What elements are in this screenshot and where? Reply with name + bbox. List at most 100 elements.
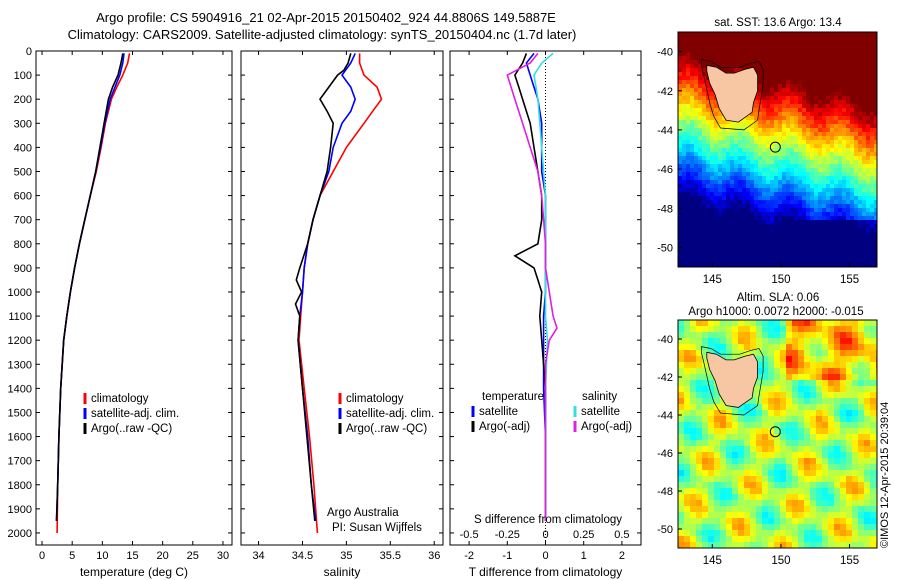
sst_map-cell [698,224,702,228]
sla_map-cell [690,530,696,536]
sst_map-cell [810,56,814,60]
sla_map-cell [864,392,870,398]
sla_map-cell [858,536,864,542]
sla_map-cell [684,512,690,518]
sst_map-cell [850,52,854,56]
sst_map-cell [846,172,850,176]
sla_map-cell [750,452,756,458]
sst_map-cell [730,256,734,260]
sst_map-cell [694,68,698,72]
sla_map-cell [786,494,792,500]
sst_map-cell [718,136,722,140]
sst_map-cell [750,164,754,168]
sst_map-cell [814,36,818,40]
sst_map-cell [866,176,870,180]
sla_map-cell [828,440,834,446]
sla_map-cell [744,488,750,494]
sla_map-cell [750,434,756,440]
sst_map-cell [778,228,782,232]
sst_map-cell [738,164,742,168]
sst_map-cell [814,112,818,116]
sst_map-cell [790,232,794,236]
sst_map-cell [870,164,874,168]
sst_map-cell [814,160,818,164]
sst_map-cell [754,104,758,108]
temperature_profile-ytick-label: 1400 [8,383,32,395]
sst_map-cell [830,208,834,212]
sst_map-cell [746,216,750,220]
sst_map-cell [850,96,854,100]
sla_map-cell [768,452,774,458]
sst_map-cell [734,136,738,140]
sst_map-cell [690,148,694,152]
sst_map-cell [838,180,842,184]
sst_map-cell [702,100,706,104]
sla_map-cell [702,332,708,338]
sla_map-cell [690,512,696,518]
sst_map-cell [842,48,846,52]
sla_map-cell [822,422,828,428]
sst_map-cell [838,64,842,68]
sst_map-cell [838,124,842,128]
sst_map-cell [810,184,814,188]
sst_map-cell [762,152,766,156]
sst_map-cell [766,204,770,208]
sst_map-cell [738,132,742,136]
sst_map-cell [718,152,722,156]
sst_map-cell [818,244,822,248]
sla_map-cell [696,404,702,410]
sst_map-cell [678,236,682,240]
sst_map-cell [682,188,686,192]
sst_map-cell [826,204,830,208]
sla_map-cell [870,428,876,434]
sst_map-cell [762,208,766,212]
sst_map-cell [814,40,818,44]
sst_map-cell [778,68,782,72]
sla_map-cell [870,452,876,458]
sst_map-cell [770,172,774,176]
sst_map-cell [846,176,850,180]
sla_map-cell [858,488,864,494]
sst_map-cell [850,184,854,188]
sst_map-cell [766,260,770,264]
sla_map-cell [834,530,840,536]
sla_map-cell [738,512,744,518]
sst_map-cell [862,128,866,132]
sst_map-cell [818,48,822,52]
difference-legend-title-t: temperature [482,391,544,403]
sst_map-cell [718,64,722,68]
sst_map-cell [710,52,714,56]
sla_map-cell [714,464,720,470]
sst_map-cell [698,104,702,108]
sst_map-cell [762,244,766,248]
sst_map-cell [806,260,810,264]
sst_map-cell [786,148,790,152]
sla_map-cell [822,458,828,464]
sst_map-cell [854,64,858,68]
sst_map-cell [814,128,818,132]
sst_map-cell [798,60,802,64]
sst_map-cell [810,80,814,84]
sst_map-cell [782,84,786,88]
sla_map-cell [756,500,762,506]
sla_map-cell [720,428,726,434]
sla_map-cell [738,536,744,542]
difference-legend-title-s: salinity [582,391,617,403]
sst_map-cell [782,236,786,240]
sla_map-cell [840,362,846,368]
sst_map-cell [706,60,710,64]
sst_map-cell [762,64,766,68]
sla_map-cell [834,482,840,488]
sla_map-cell [690,446,696,452]
sst_map-cell [770,184,774,188]
sla_map-cell [762,332,768,338]
sst_map-cell [830,108,834,112]
sst_map-cell [782,96,786,100]
sst_map-cell [770,148,774,152]
sla_map-cell [780,458,786,464]
sst_map-cell [678,252,682,256]
sla_map-cell [774,392,780,398]
sst_map-cell [718,196,722,200]
sst_map-cell [874,252,877,256]
sst_map-cell [790,92,794,96]
